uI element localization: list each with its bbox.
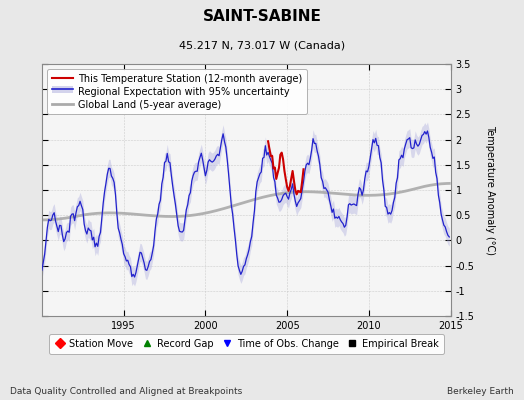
Legend: Station Move, Record Gap, Time of Obs. Change, Empirical Break: Station Move, Record Gap, Time of Obs. C… [49, 334, 443, 354]
Legend: This Temperature Station (12-month average), Regional Expectation with 95% uncer: This Temperature Station (12-month avera… [47, 69, 307, 114]
Text: Berkeley Earth: Berkeley Earth [447, 387, 514, 396]
Text: 45.217 N, 73.017 W (Canada): 45.217 N, 73.017 W (Canada) [179, 40, 345, 50]
Text: Temperature Anomaly (°C): Temperature Anomaly (°C) [485, 125, 495, 255]
Text: SAINT-SABINE: SAINT-SABINE [203, 9, 321, 24]
Text: Data Quality Controlled and Aligned at Breakpoints: Data Quality Controlled and Aligned at B… [10, 387, 243, 396]
